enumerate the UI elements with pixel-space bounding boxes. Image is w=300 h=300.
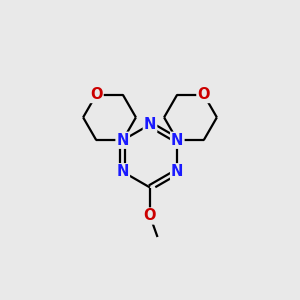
Text: N: N: [116, 133, 129, 148]
Text: O: O: [90, 87, 103, 102]
Text: O: O: [144, 208, 156, 224]
Text: O: O: [197, 87, 210, 102]
Text: N: N: [171, 164, 184, 179]
Text: N: N: [144, 117, 156, 132]
Text: N: N: [116, 164, 129, 179]
Text: N: N: [171, 133, 184, 148]
